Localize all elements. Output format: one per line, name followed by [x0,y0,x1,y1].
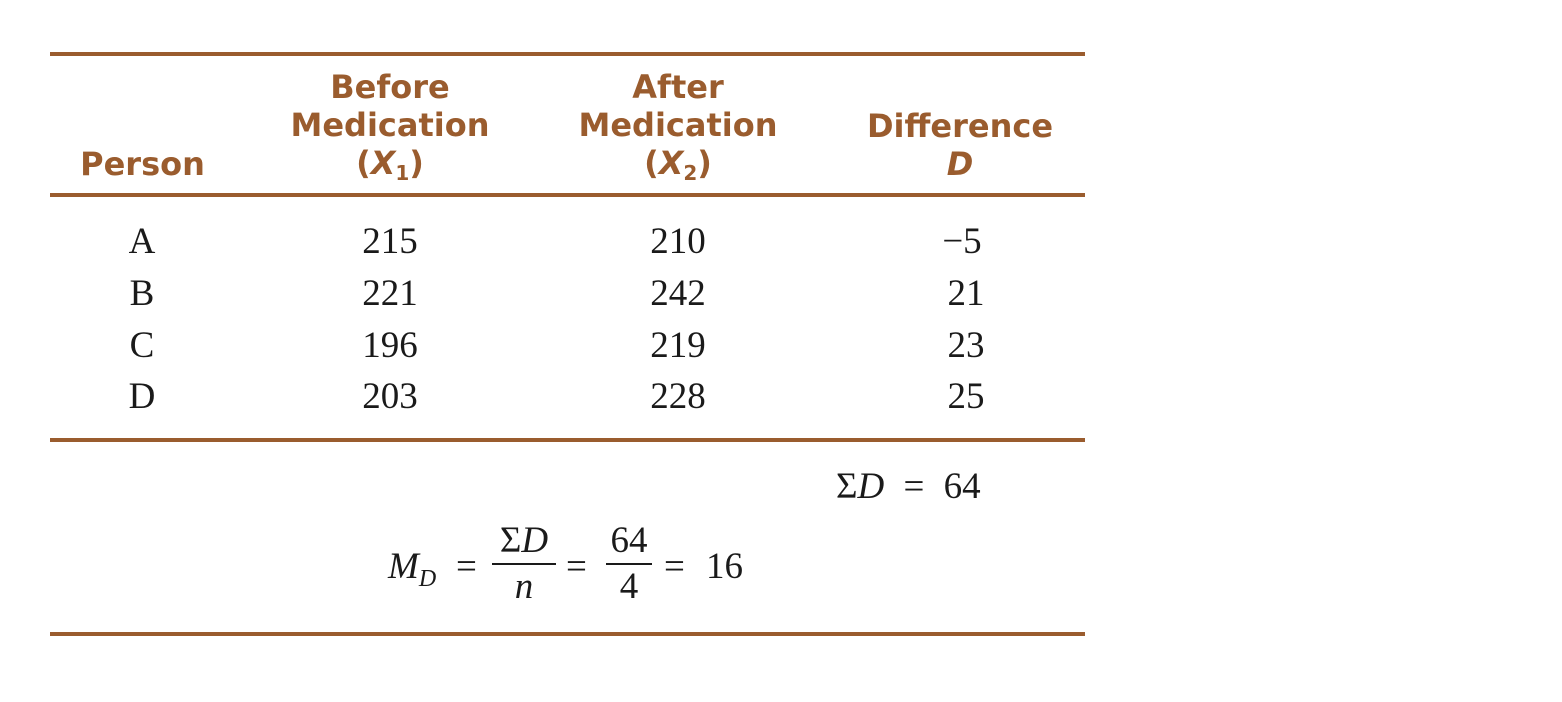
mean-frac2-num: 64 [610,520,648,561]
cell-after: 210 [650,221,706,262]
mean-frac1-den: n [514,566,534,607]
header-after-line1: After [632,68,724,106]
mean-lhs: MD [388,546,436,592]
body-rule [50,438,1085,442]
header-after: After Medication (X2) [578,68,778,185]
header-before-var-x: X [370,144,396,182]
cell-difference: 23 [947,325,985,366]
cell-before: 221 [362,273,418,314]
header-after-var: (X2) [644,144,712,185]
cell-person: A [128,221,156,262]
header-person: Person [60,145,225,183]
mean-eq3: = [664,546,685,587]
bottom-rule [50,632,1085,636]
header-after-var-x: X [658,144,684,182]
header-after-sub: 2 [683,161,698,185]
top-rule [50,52,1085,56]
cell-after: 228 [650,376,706,417]
header-before-line1: Before [330,68,450,106]
mean-frac1-num-var: D [521,520,549,561]
mean-fraction-sum-over-n: ΣD n [492,521,556,607]
mean-frac1-bar [492,563,556,565]
mean-eq1: = [456,546,477,587]
sum-equals: = [903,466,925,507]
cell-difference: 25 [947,376,985,417]
cell-difference: 21 [947,273,985,314]
header-difference: Difference D [860,107,1060,183]
header-difference-line1: Difference [866,107,1054,145]
cell-before: 215 [362,221,418,262]
mean-fraction-64-over-4: 64 4 [606,521,652,607]
cell-before: 203 [362,376,418,417]
cell-after: 242 [650,273,706,314]
sum-value: 64 [943,466,981,507]
header-after-line2: Medication [578,106,778,144]
cell-person: C [129,325,155,366]
header-before-line2: Medication [290,106,490,144]
cell-difference: −5 [942,221,982,262]
mean-frac1-num-symbol: Σ [499,520,522,561]
cell-after: 219 [650,325,706,366]
mean-frac2-bar [606,563,652,565]
header-before: Before Medication (X1) [290,68,490,185]
cell-person: B [129,273,155,314]
mean-result: 16 [706,546,743,587]
sum-symbol: Σ [836,466,858,507]
cell-person: D [128,376,156,417]
cell-before: 196 [362,325,418,366]
mean-lhs-var: M [388,546,419,587]
mean-frac1-num: ΣD [492,521,556,561]
sum-var: D [857,466,885,507]
mean-frac2-den: 4 [619,566,639,607]
header-rule [50,193,1085,197]
mean-eq2: = [566,546,587,587]
sum-of-differences: ΣD = 64 [836,467,981,507]
header-difference-var: D [946,145,974,183]
mean-lhs-sub: D [418,566,437,592]
header-before-var: (X1) [356,144,424,185]
header-before-sub: 1 [395,161,410,185]
header-person-label: Person [80,145,205,183]
